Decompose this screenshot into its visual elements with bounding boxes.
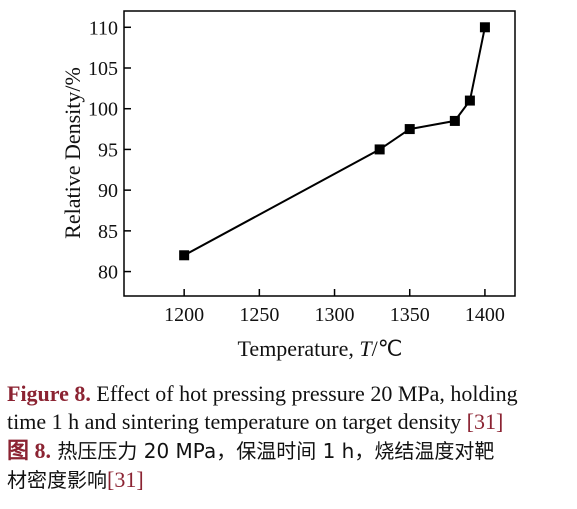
series-line bbox=[183, 27, 486, 257]
x-tick-label: 1400 bbox=[465, 304, 505, 326]
x-axis-title: Temperature, T/℃ bbox=[238, 336, 403, 361]
caption-en-line2: time 1 h and sintering temperature on ta… bbox=[7, 408, 575, 436]
y-tick-label: 90 bbox=[98, 180, 118, 202]
figure-label-zh: 图 8. bbox=[7, 438, 52, 463]
data-point-marker bbox=[464, 95, 475, 106]
x-tick-label: 1250 bbox=[239, 304, 279, 326]
y-axis-title: Relative Density/% bbox=[60, 67, 85, 239]
x-axis-title-unit: /℃ bbox=[372, 336, 403, 361]
caption-zh-text-1: 热压压力 20 MPa，保温时间 1 h，烧结温度对靶 bbox=[51, 439, 495, 463]
data-point-marker bbox=[479, 22, 490, 33]
caption-en-line1: Figure 8. Effect of hot pressing pressur… bbox=[7, 380, 575, 408]
y-tick-label: 110 bbox=[89, 17, 118, 39]
y-tick-label: 85 bbox=[98, 221, 118, 243]
x-axis-title-variable: T bbox=[359, 336, 373, 361]
figure-label-en: Figure 8. bbox=[7, 381, 91, 406]
data-point-marker bbox=[374, 144, 385, 155]
caption-en-reference[interactable]: [31] bbox=[466, 409, 504, 434]
line-chart: 80 85 90 95 100 105 110 1200 1250 1300 1350 1400 Re… bbox=[60, 10, 516, 361]
x-axis-title-text: Temperature, bbox=[238, 336, 360, 361]
y-tick-label: 80 bbox=[98, 262, 118, 284]
y-tick-label: 95 bbox=[98, 139, 118, 161]
caption-zh-reference[interactable]: [31] bbox=[107, 467, 144, 492]
caption-zh-line2: 材密度影响[31] bbox=[7, 466, 575, 494]
x-tick-label: 1300 bbox=[315, 304, 355, 326]
y-tick-label: 100 bbox=[88, 99, 118, 121]
data-point-marker bbox=[449, 115, 460, 126]
y-tick-label: 105 bbox=[88, 58, 118, 80]
caption-zh-line1: 图 8. 热压压力 20 MPa，保温时间 1 h，烧结温度对靶 bbox=[7, 437, 575, 465]
x-tick-label: 1200 bbox=[164, 304, 204, 326]
x-tick-label: 1350 bbox=[390, 304, 430, 326]
plot-frame bbox=[123, 10, 516, 297]
data-point-marker bbox=[179, 250, 190, 261]
caption-en-text-1: Effect of hot pressing pressure 20 MPa, … bbox=[90, 381, 518, 406]
caption-zh-text-2: 材密度影响 bbox=[7, 468, 107, 492]
data-point-marker bbox=[404, 124, 415, 135]
caption-en-text-2: time 1 h and sintering temperature on ta… bbox=[7, 409, 467, 434]
